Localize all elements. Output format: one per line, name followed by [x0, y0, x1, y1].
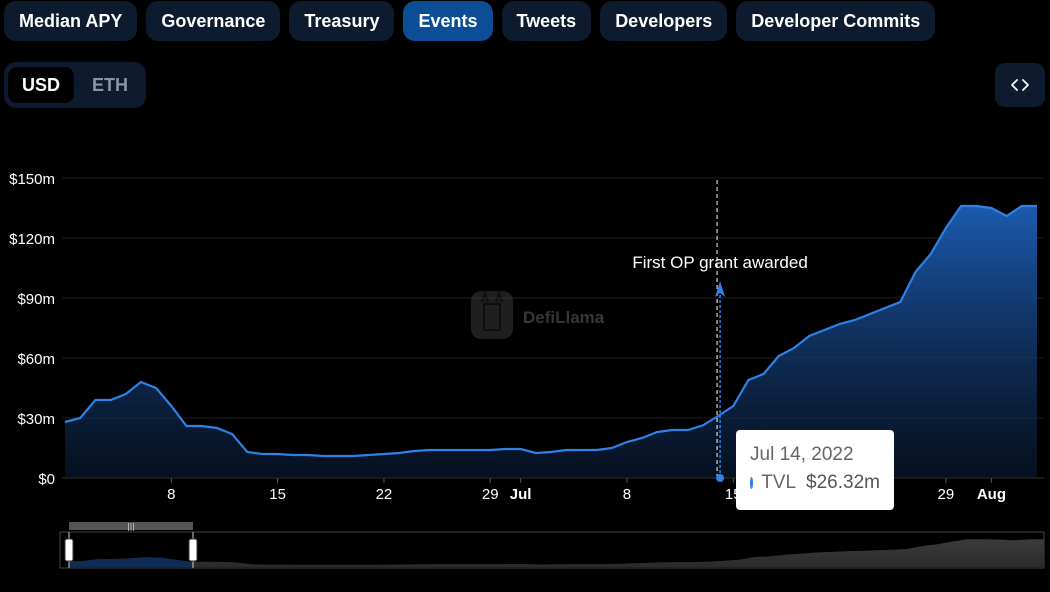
event-arrow-icon	[715, 281, 726, 297]
tooltip-row: TVL $26.32m	[750, 472, 880, 494]
tab-median-apy[interactable]: Median APY	[4, 1, 138, 41]
scrollbar-grip-icon: |||	[127, 522, 135, 531]
x-tick-label: 29	[482, 486, 499, 503]
x-tick-label: 22	[376, 486, 393, 503]
tvl-area	[65, 206, 1037, 478]
x-tick-label: 15	[269, 486, 286, 503]
watermark-text: DefiLlama	[523, 308, 605, 327]
tvl-line	[64, 204, 1037, 458]
code-icon	[1011, 79, 1029, 91]
range-navigator[interactable]: |||	[59, 522, 1045, 569]
navigator-selected-area	[69, 557, 193, 567]
x-tick-label: Aug	[977, 486, 1006, 503]
x-tick-label: Jul	[510, 486, 532, 503]
navigator-right-handle[interactable]	[188, 538, 198, 562]
y-tick-label: $90m	[17, 291, 55, 308]
currency-toggle: USD ETH	[4, 62, 146, 108]
defillama-watermark: DefiLlama	[471, 291, 605, 339]
tab-bar: Median APY Governance Treasury Events Tw…	[4, 1, 936, 41]
navigator-scrollbar[interactable]	[69, 522, 193, 530]
event-label: First OP grant awarded	[632, 253, 807, 272]
tab-tweets[interactable]: Tweets	[501, 1, 592, 41]
navigator-area	[69, 539, 1044, 567]
llama-logo	[471, 291, 513, 339]
chart-tooltip: Jul 14, 2022 TVL $26.32m	[736, 430, 894, 510]
tooltip-date: Jul 14, 2022	[750, 444, 854, 465]
eth-toggle-button[interactable]: ETH	[92, 74, 129, 95]
tab-developers[interactable]: Developers	[600, 1, 728, 41]
y-tick-label: $150m	[9, 171, 55, 188]
x-tick-label: 8	[623, 486, 631, 503]
y-tick-label: $120m	[9, 231, 55, 248]
event-marker-dot	[716, 474, 725, 482]
tab-developer-commits[interactable]: Developer Commits	[736, 1, 936, 41]
tab-events[interactable]: Events	[403, 1, 493, 41]
x-tick-label: 8	[167, 486, 175, 503]
embed-button[interactable]	[995, 63, 1045, 107]
tooltip-series-name: TVL	[761, 472, 797, 493]
event-annotations: First OP grant awarded	[632, 180, 808, 482]
x-tick-label: 29	[938, 486, 955, 503]
y-tick-label: $60m	[17, 351, 55, 368]
llama-icon	[481, 291, 503, 331]
y-tick-label: $0	[38, 471, 55, 488]
tab-treasury[interactable]: Treasury	[289, 1, 395, 41]
y-tick-label: $30m	[17, 411, 55, 428]
series-dot-icon	[750, 477, 754, 489]
tooltip-value: $26.32m	[806, 472, 880, 493]
usd-toggle-button[interactable]: USD	[8, 67, 75, 103]
x-axis: 8 15 22 29 Jul 8 15 29 Aug	[167, 478, 1006, 503]
navigator-left-handle[interactable]	[64, 538, 74, 562]
y-axis: $0 $30m $60m $90m $120m $150m	[9, 171, 55, 488]
tab-governance[interactable]: Governance	[146, 1, 281, 41]
